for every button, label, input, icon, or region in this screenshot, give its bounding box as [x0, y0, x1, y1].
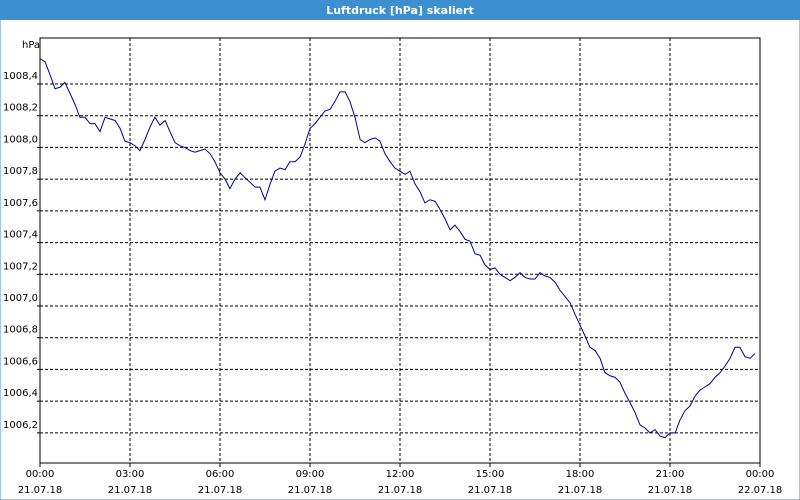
x-tick-label: 15:00 21.07.18	[468, 469, 513, 496]
title-bar	[0, 0, 800, 20]
y-tick-label: 1007,6	[3, 198, 38, 209]
x-tick-label: 18:00 21.07.18	[558, 469, 603, 496]
y-tick-label: 1007,2	[3, 261, 38, 272]
x-tick-label: 00:00 21.07.18	[18, 469, 63, 496]
chart-title: Luftdruck [hPa] skaliert	[326, 4, 474, 17]
y-tick-label: 1008,2	[3, 103, 38, 114]
x-tick-label: 03:00 21.07.18	[108, 469, 153, 496]
y-tick-label: 1008,4	[3, 71, 38, 82]
x-tick-label: 09:00 21.07.18	[288, 469, 333, 496]
data-line	[39, 58, 756, 439]
y-tick-label: 1006,2	[3, 420, 38, 431]
x-tick-label: 12:00 21.07.18	[378, 469, 423, 496]
y-tick-label: 1006,8	[3, 325, 38, 336]
x-tick-label: 00:00 22.07.18	[738, 469, 783, 496]
y-axis-label: hPa	[22, 40, 40, 51]
y-tick-label: 1006,4	[3, 388, 38, 399]
y-tick-label: 1007,8	[3, 166, 38, 177]
y-tick-label: 1006,6	[3, 356, 38, 367]
x-tick-label: 06:00 21.07.18	[198, 469, 243, 496]
y-tick-label: 1007,4	[3, 230, 38, 241]
y-tick-label: 1007,0	[3, 293, 38, 304]
y-tick-label: 1008,0	[3, 134, 38, 145]
x-tick-label: 21:00 21.07.18	[648, 469, 693, 496]
